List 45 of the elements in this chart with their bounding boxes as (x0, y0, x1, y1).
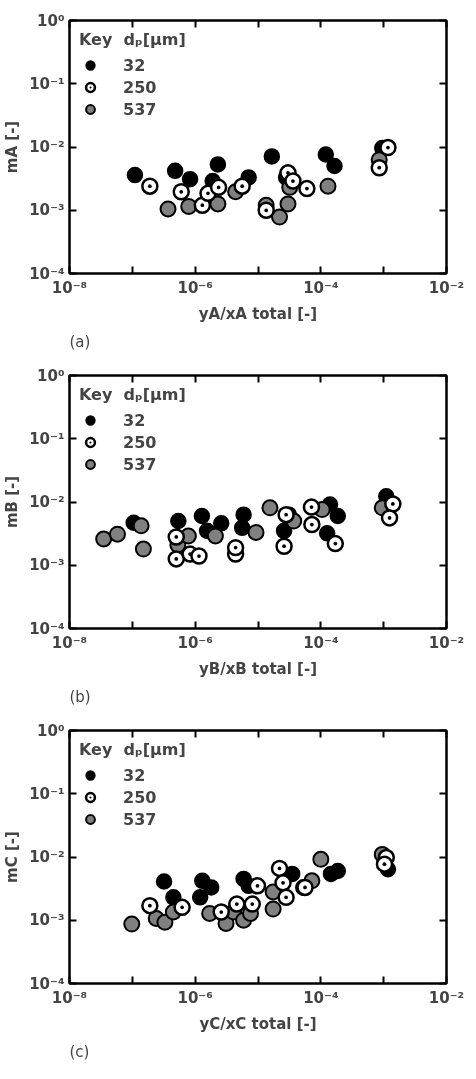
y-axis-title: mB [-] (3, 475, 22, 529)
text: (a) (69, 332, 91, 351)
y-tick-label: 10⁰ (37, 11, 65, 30)
y-tick-label: 10⁻¹ (29, 429, 65, 448)
legend-label: 537 (123, 99, 157, 119)
x-tick-label: 10⁻² (428, 633, 465, 652)
text: (b) (69, 687, 91, 706)
x-tick-label: 10⁻⁸ (51, 988, 88, 1007)
legend-label: 32 (123, 55, 146, 75)
x-tick-label: 10⁻⁴ (303, 988, 339, 1007)
y-axis-title: mA [-] (3, 120, 22, 174)
y-tick-label: 10⁻³ (29, 911, 65, 930)
legend-label: 32 (123, 765, 146, 785)
x-axis-title: yA/xA total [-] (198, 304, 318, 323)
x-tick-label: 10⁻⁶ (177, 633, 213, 652)
legend-title: Key dₚ[μm] (79, 385, 186, 404)
x-tick-label: 10⁻⁴ (303, 633, 339, 652)
x-tick-label: 10⁻⁶ (177, 988, 213, 1007)
x-axis-title: yB/xB total [-] (198, 659, 318, 678)
y-tick-label: 10⁻¹ (29, 74, 65, 93)
text: (c) (69, 1042, 90, 1061)
legend-label: 537 (123, 809, 157, 829)
y-tick-label: 10⁻² (29, 138, 65, 156)
legend-label: 250 (123, 77, 157, 97)
y-tick-label: 10⁻² (29, 848, 65, 866)
legend-label: 537 (123, 454, 157, 474)
y-tick-label: 10⁻³ (29, 556, 65, 575)
x-tick-label: 10⁻⁶ (177, 278, 213, 297)
legend-title: Key dₚ[μm] (79, 740, 186, 759)
x-tick-label: 10⁻² (428, 278, 465, 297)
legend-title: Key dₚ[μm] (79, 30, 186, 49)
x-axis-title: yC/xC total [-] (199, 1014, 317, 1033)
x-tick-label: 10⁻⁸ (51, 278, 88, 297)
x-tick-label: 10⁻⁴ (303, 278, 339, 297)
y-axis-title: mC [-] (3, 831, 22, 883)
y-tick-label: 10⁻² (29, 493, 65, 511)
legend-label: 250 (123, 787, 157, 807)
y-tick-label: 10⁻¹ (29, 784, 65, 803)
legend-label: 250 (123, 432, 157, 452)
legend-label: 32 (123, 410, 146, 430)
y-tick-label: 10⁻³ (29, 201, 65, 220)
x-tick-label: 10⁻² (428, 988, 465, 1007)
y-tick-label: 10⁰ (37, 366, 65, 385)
y-tick-label: 10⁰ (37, 721, 65, 740)
x-tick-label: 10⁻⁸ (51, 633, 88, 652)
